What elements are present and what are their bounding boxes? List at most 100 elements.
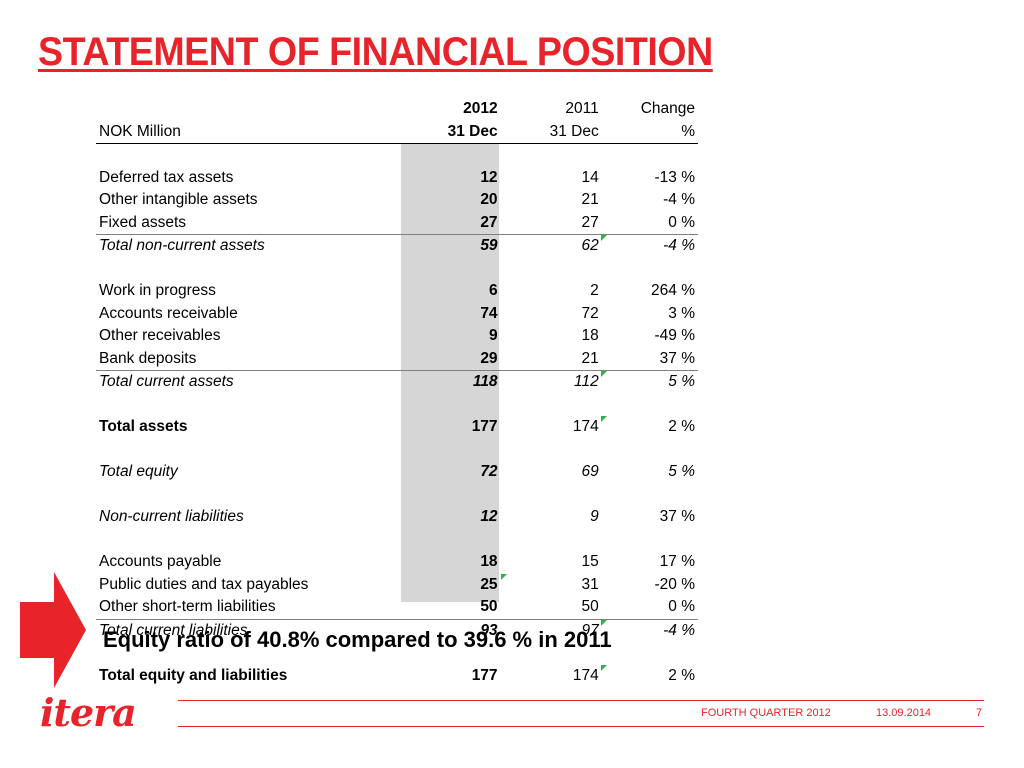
- value-2012: 118: [402, 370, 502, 394]
- footer-page-number: 7: [976, 707, 983, 719]
- cell-comment-flag-icon: [600, 416, 607, 422]
- row-label: Total equity: [99, 463, 178, 480]
- financial-position-table: 2012 2011 Change NOK Million 31 Dec 31 D…: [96, 98, 700, 684]
- value-change: 17 %: [659, 553, 695, 570]
- value-2011: 2: [590, 282, 599, 299]
- value-2012: 50: [480, 598, 498, 615]
- value-2012: 12: [480, 508, 498, 525]
- value-change: 0 %: [668, 213, 695, 231]
- value-2012: 6: [488, 282, 498, 299]
- value-change: 5 %: [598, 370, 698, 394]
- row-label: Total assets: [99, 418, 188, 435]
- value-2011: 72: [581, 304, 599, 322]
- row-label: Total equity and liabilities: [99, 666, 288, 684]
- table-row: Accounts receivable 74 72 3 %: [96, 303, 698, 326]
- row-label: Other short-term liabilities: [99, 598, 276, 615]
- value-2012: 93: [402, 618, 502, 642]
- header-change: Change: [640, 100, 695, 117]
- value-change: 264 %: [651, 282, 695, 299]
- row-label: Other receivables: [99, 327, 221, 344]
- table-row: Public duties and tax payables 25 31 -20…: [96, 573, 698, 597]
- footer-top-rule: [178, 700, 984, 701]
- value-2011: 97: [581, 621, 599, 639]
- footer-bottom-rule: [178, 726, 984, 727]
- table-row: Other receivables 9 18 -49 %: [96, 325, 698, 348]
- value-2012: 18: [480, 553, 498, 570]
- value-change: -49 %: [654, 327, 696, 344]
- value-2012: 29: [480, 349, 498, 367]
- header-percent: %: [598, 120, 698, 144]
- value-change: -20 %: [654, 575, 696, 593]
- row-label: Accounts payable: [99, 553, 222, 570]
- footer-section: FOURTH QUARTER 2012: [701, 707, 831, 719]
- table-row-subtotal: Total non-current assets 59 62 -4 %: [96, 234, 698, 258]
- value-2011: 174: [572, 418, 599, 435]
- equity-ratio-callout: Equity ratio of 40.8% compared to 39.6 %…: [103, 627, 612, 652]
- header-date-2011: 31 Dec: [501, 120, 599, 144]
- row-label: Total current assets: [96, 370, 403, 394]
- value-2012: 177: [471, 666, 498, 684]
- footer-date: 13.09.2014: [876, 707, 932, 719]
- table-row-subtotal: Non-current liabilities 12 9 37 %: [96, 506, 698, 529]
- value-2011: 27: [581, 213, 599, 231]
- value-change: 3 %: [668, 304, 695, 322]
- row-label: Public duties and tax payables: [99, 575, 309, 593]
- table-row-subtotal: Total current liabilities 93 97 -4 %: [96, 618, 698, 642]
- table-row-total: Total assets 177 174 2 %: [96, 416, 698, 439]
- table-row-total: Total equity and liabilities 177 174 2 %: [96, 664, 698, 688]
- value-2011: 15: [581, 553, 599, 570]
- value-2012: 12: [480, 168, 498, 186]
- value-change: -4 %: [598, 234, 698, 258]
- value-change: 37 %: [659, 349, 695, 367]
- table-row: Work in progress 6 2 264 %: [96, 280, 698, 303]
- value-change: -4 %: [663, 191, 695, 208]
- value-2011: 31: [581, 575, 599, 593]
- value-change: 5 %: [668, 463, 695, 480]
- value-change: 37 %: [659, 508, 695, 525]
- row-label: Total non-current assets: [96, 234, 403, 258]
- value-2012: 72: [480, 463, 498, 480]
- page-title: STATEMENT OF FINANCIAL POSITION: [38, 30, 713, 74]
- row-label: Fixed assets: [99, 213, 187, 231]
- table-row: Deferred tax assets 12 14 -13 %: [96, 167, 698, 190]
- value-2011: 62: [581, 237, 599, 254]
- value-2012: 9: [488, 327, 498, 344]
- table-row: Other short-term liabilities 50 50 0 %: [96, 596, 698, 619]
- value-2011: 9: [590, 508, 599, 525]
- row-label: Bank deposits: [99, 349, 197, 367]
- value-2011: 21: [581, 191, 599, 208]
- value-change: -13 %: [654, 168, 696, 186]
- table-row: Other intangible assets 20 21 -4 %: [96, 189, 698, 212]
- value-2012: 74: [480, 304, 498, 322]
- value-2012: 177: [471, 418, 498, 435]
- header-year-2011: 2011: [565, 100, 599, 117]
- value-2012: 27: [480, 213, 498, 231]
- cell-comment-flag-icon: [600, 619, 607, 626]
- value-2012: 25: [480, 575, 498, 593]
- row-label: Total current liabilities: [96, 618, 403, 642]
- row-label: Non-current liabilities: [99, 508, 244, 525]
- itera-logo: itera: [40, 690, 137, 735]
- table-header-row: 2012 2011 Change: [96, 98, 698, 121]
- value-2011: 174: [572, 666, 599, 684]
- value-2011: 21: [581, 349, 599, 367]
- right-arrow-icon: [20, 572, 86, 688]
- balance-sheet-table: 2012 2011 Change NOK Million 31 Dec 31 D…: [96, 98, 698, 687]
- row-label: Work in progress: [99, 282, 216, 299]
- value-change: 0 %: [668, 598, 695, 615]
- header-date-2012: 31 Dec: [402, 120, 502, 144]
- row-label: Other intangible assets: [99, 191, 258, 208]
- row-label: Accounts receivable: [99, 304, 238, 322]
- value-2011: 14: [581, 168, 599, 186]
- value-2012: 20: [480, 191, 498, 208]
- row-label: Deferred tax assets: [99, 168, 234, 186]
- value-2011: 18: [581, 327, 599, 344]
- table-row: Fixed assets 27 27 0 %: [96, 212, 698, 235]
- cell-comment-flag-icon: [500, 573, 507, 580]
- table-row-subtotal: Total equity 72 69 5 %: [96, 461, 698, 484]
- value-change: 2 %: [668, 666, 695, 684]
- value-2011: 50: [581, 598, 599, 615]
- value-change: 2 %: [668, 418, 695, 435]
- table-row-subtotal: Total current assets 118 112 5 %: [96, 370, 698, 394]
- cell-comment-flag-icon: [600, 235, 607, 241]
